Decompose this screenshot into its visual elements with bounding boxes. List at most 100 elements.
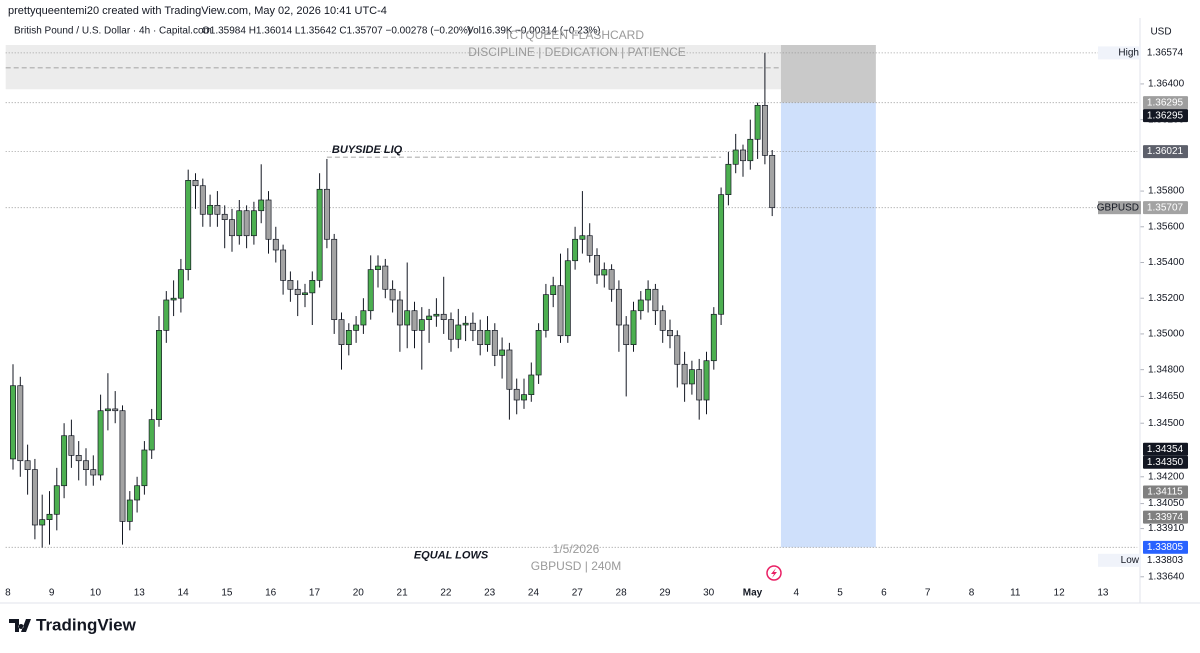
- x-tick-label: 24: [528, 588, 540, 599]
- candle-body: [316, 188, 323, 281]
- watermark-title: ICTQUEEN FLASHCARD: [506, 28, 644, 42]
- candle-body: [199, 185, 206, 215]
- x-tick-label: 10: [90, 588, 102, 599]
- candle-body: [462, 322, 469, 326]
- candle-body: [353, 324, 360, 331]
- candle-body: [433, 313, 440, 317]
- currency: USD: [1150, 27, 1171, 38]
- candle-body: [740, 149, 746, 162]
- candle-body: [104, 408, 111, 412]
- candle-body: [455, 324, 462, 340]
- y-tick-label: 1.35200: [1148, 293, 1185, 304]
- price-label-bg: [1143, 46, 1188, 60]
- x-tick-label: 22: [440, 588, 452, 599]
- candle-body: [309, 280, 316, 294]
- y-tick-label: 1.33640: [1148, 571, 1185, 582]
- price-label: 1.36021: [1147, 146, 1184, 157]
- candle-body: [550, 285, 557, 295]
- change: −0.00314 (−0.23%): [515, 26, 601, 37]
- candle-body: [126, 499, 133, 522]
- candle-body: [229, 219, 235, 237]
- price-label-bg: [1143, 553, 1188, 567]
- candle-body: [506, 349, 513, 390]
- price-tag-bg: [1098, 46, 1141, 60]
- price-label-bg: [1143, 96, 1188, 110]
- candle-body: [484, 330, 491, 345]
- price-label: 1.34350: [1147, 457, 1184, 468]
- x-tick-label: 13: [1097, 588, 1109, 599]
- annotation: EQUAL LOWS: [414, 549, 489, 561]
- price-label-bg: [1143, 455, 1188, 469]
- x-tick-label: 6: [881, 588, 887, 599]
- candle-body: [732, 149, 739, 165]
- candle-body: [542, 294, 549, 331]
- annotation: BUYSIDE LIQ: [332, 144, 403, 156]
- candle-body: [119, 410, 126, 522]
- y-tick-label: 1.35000: [1148, 329, 1185, 340]
- y-tick-label: 1.34800: [1148, 364, 1185, 375]
- candle-body: [747, 138, 754, 162]
- x-tick-label: 8: [5, 588, 11, 599]
- y-tick-label: 1.33910: [1148, 523, 1185, 534]
- candle-body: [367, 269, 374, 312]
- candle-body: [396, 299, 403, 326]
- candle-body: [31, 469, 38, 526]
- candle-body: [769, 155, 776, 209]
- candle-body: [659, 310, 666, 331]
- candle-body: [761, 105, 768, 156]
- candle-body: [703, 360, 710, 401]
- candle-body: [382, 265, 389, 290]
- candle-body: [557, 285, 564, 337]
- x-tick-label: 17: [309, 588, 321, 599]
- zone: [5, 45, 781, 90]
- candle-body: [513, 388, 520, 401]
- candle-body: [440, 313, 447, 320]
- candle-body: [170, 297, 177, 301]
- candle-body: [323, 188, 330, 240]
- x-tick-label: 9: [49, 588, 55, 599]
- candle-body: [696, 369, 703, 401]
- price-label: 1.34115: [1147, 487, 1183, 498]
- candle-body: [148, 419, 155, 451]
- candle-body: [448, 319, 454, 340]
- price-label-bg: [1143, 145, 1188, 159]
- candle-body: [192, 180, 199, 187]
- candle-body: [681, 363, 688, 385]
- candle-body: [265, 199, 272, 240]
- x-tick-label: 11: [1010, 588, 1021, 599]
- candle-body: [652, 288, 659, 312]
- candle-body: [499, 349, 506, 356]
- candle-body: [302, 292, 308, 295]
- x-tick-label: 20: [353, 588, 365, 599]
- price-tag: High: [1118, 47, 1139, 58]
- candle-body: [24, 460, 31, 470]
- candle-body: [287, 280, 294, 290]
- candle-body: [674, 335, 681, 365]
- watermark-date: 1/5/2026: [553, 542, 600, 556]
- candle-body: [250, 210, 257, 237]
- price-label-bg: [1143, 109, 1188, 123]
- candle-body: [345, 330, 352, 345]
- candle-body: [61, 435, 68, 487]
- x-tick-label: 16: [265, 588, 277, 599]
- bolt-icon[interactable]: [766, 565, 782, 581]
- candle-body: [594, 255, 600, 276]
- x-tick-label: 23: [484, 588, 496, 599]
- price-label: 1.33974: [1147, 512, 1184, 523]
- x-tick-label: 13: [134, 588, 146, 599]
- candle-body: [17, 385, 24, 462]
- price-label-bg: [1143, 540, 1188, 554]
- y-tick-label: 1.34050: [1148, 498, 1185, 509]
- candle-body: [39, 519, 46, 526]
- candle-body: [221, 213, 228, 220]
- watermark-symbol: GBPUSD | 240M: [531, 559, 621, 573]
- volume: Vol16.39K: [467, 26, 513, 37]
- price-label-bg: [1143, 510, 1188, 524]
- candle-body: [645, 288, 652, 301]
- candle-body: [272, 238, 279, 251]
- candle-body: [710, 313, 717, 362]
- y-tick-label: 1.35800: [1148, 186, 1185, 197]
- candle-body: [725, 163, 732, 195]
- credit: prettyqueentemi20 created with TradingVi…: [8, 5, 387, 17]
- x-tick-label: May: [743, 588, 763, 599]
